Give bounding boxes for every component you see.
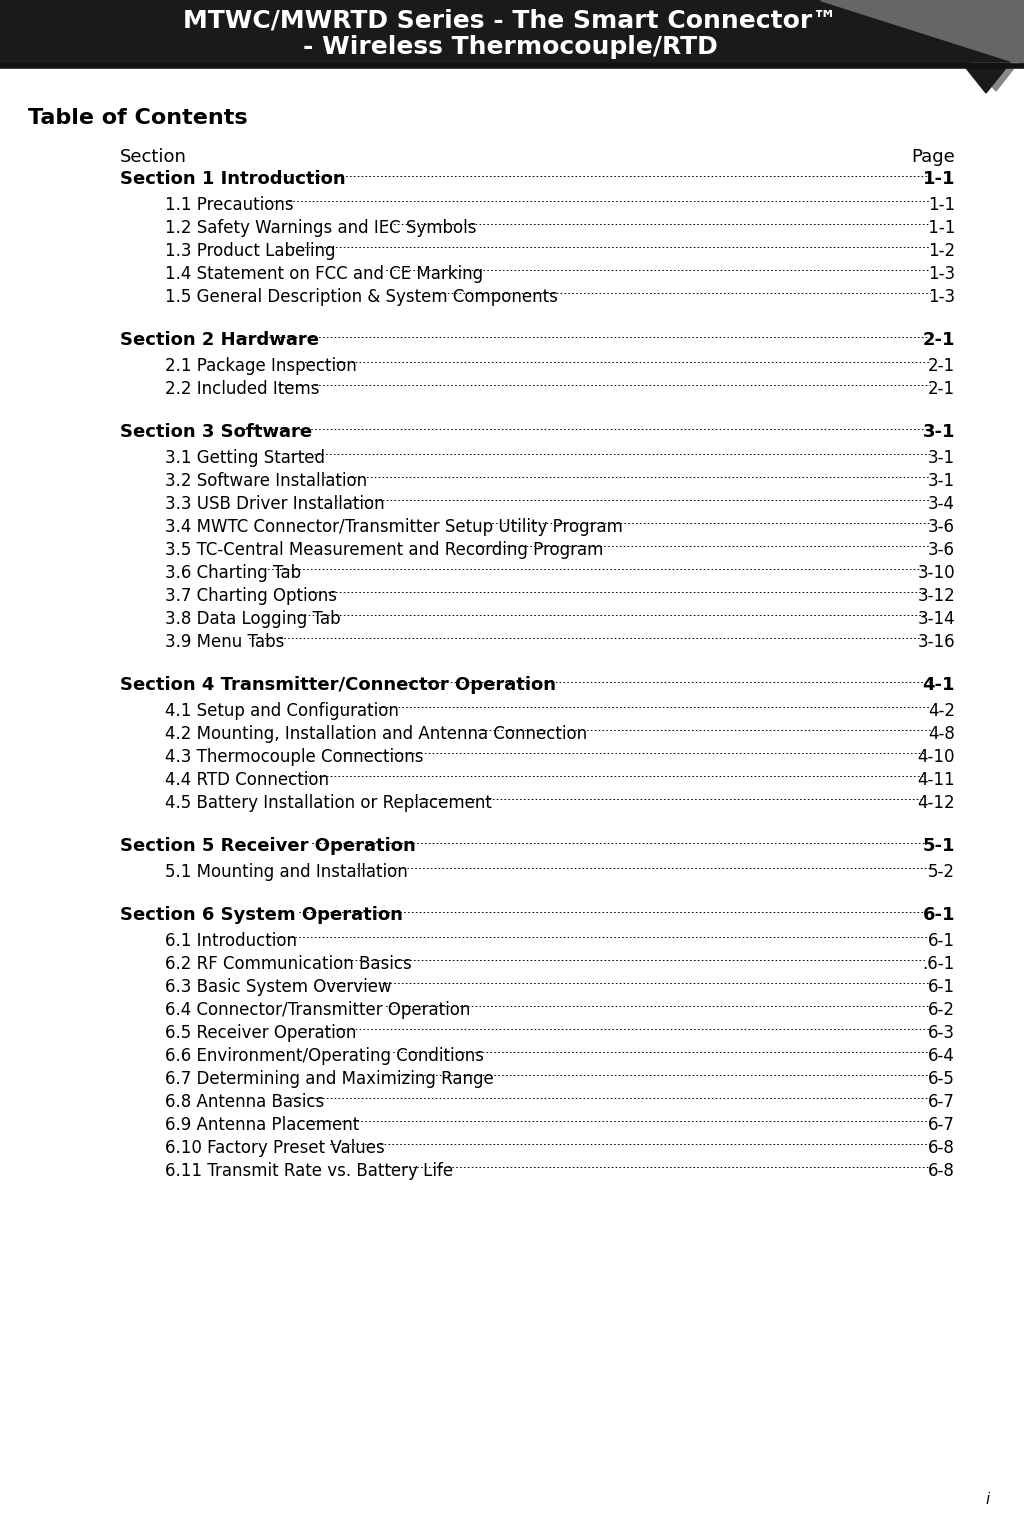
Text: 6.10 Factory Preset Values: 6.10 Factory Preset Values (165, 1139, 385, 1157)
Text: 6.4 Connector/Transmitter Operation: 6.4 Connector/Transmitter Operation (165, 1002, 470, 1019)
Text: 6-5: 6-5 (928, 1070, 955, 1089)
Text: 3.7 Charting Options: 3.7 Charting Options (165, 586, 337, 605)
Text: 1-1: 1-1 (928, 195, 955, 214)
Text: Section 3 Software: Section 3 Software (120, 423, 312, 441)
Text: 6-1: 6-1 (928, 931, 955, 950)
Text: 3-1: 3-1 (928, 449, 955, 467)
Text: 4-8: 4-8 (928, 725, 955, 744)
Text: 1-2: 1-2 (928, 241, 955, 260)
Text: 1.5 General Description & System Components: 1.5 General Description & System Compone… (165, 289, 558, 305)
Text: 1-1: 1-1 (923, 218, 955, 237)
Text: 4.1 Setup and Configuration: 4.1 Setup and Configuration (165, 702, 399, 721)
Text: 6-8: 6-8 (928, 1139, 955, 1157)
Text: 3.6 Charting Tab: 3.6 Charting Tab (165, 563, 301, 582)
Polygon shape (962, 63, 1010, 93)
Text: 3-6: 3-6 (928, 518, 955, 536)
Text: Page: Page (911, 148, 955, 166)
Text: 3.1 Getting Started: 3.1 Getting Started (165, 449, 325, 467)
Text: Section 2 Hardware: Section 2 Hardware (120, 331, 319, 350)
Text: 4.5 Battery Installation or Replacement: 4.5 Battery Installation or Replacement (165, 794, 492, 812)
Text: 2.2 Included Items: 2.2 Included Items (165, 380, 319, 399)
Text: 6-4: 6-4 (928, 1048, 955, 1064)
Text: 3-14: 3-14 (918, 609, 955, 628)
Text: 2.1 Package Inspection: 2.1 Package Inspection (165, 357, 356, 376)
Text: 3-1: 3-1 (923, 423, 955, 441)
Text: 3.2 Software Installation: 3.2 Software Installation (165, 472, 368, 490)
Text: 6-1: 6-1 (923, 906, 955, 924)
Text: 2-1: 2-1 (928, 380, 955, 399)
Text: 6-7: 6-7 (928, 1093, 955, 1112)
Text: Section: Section (120, 148, 186, 166)
Text: 6.2 RF Communication Basics: 6.2 RF Communication Basics (165, 954, 412, 973)
Text: 4.2 Mounting, Installation and Antenna Connection: 4.2 Mounting, Installation and Antenna C… (165, 725, 587, 744)
Text: 5-2: 5-2 (928, 863, 955, 881)
Text: 6-1: 6-1 (928, 977, 955, 996)
Text: MTWC/MWRTD Series - The Smart Connector™: MTWC/MWRTD Series - The Smart Connector™ (183, 9, 838, 32)
Text: 3.4 MWTC Connector/Transmitter Setup Utility Program: 3.4 MWTC Connector/Transmitter Setup Uti… (165, 518, 623, 536)
Text: 4-1: 4-1 (923, 676, 955, 693)
Text: 1.3 Product Labeling: 1.3 Product Labeling (165, 241, 336, 260)
Text: - Wireless Thermocouple/RTD: - Wireless Thermocouple/RTD (303, 35, 718, 60)
Text: 3-1: 3-1 (928, 472, 955, 490)
Text: 6-2: 6-2 (928, 1002, 955, 1019)
Text: 3.3 USB Driver Installation: 3.3 USB Driver Installation (165, 495, 385, 513)
Text: 2-1: 2-1 (923, 331, 955, 350)
Text: 4-2: 4-2 (928, 702, 955, 721)
Text: 6.1 Introduction: 6.1 Introduction (165, 931, 297, 950)
Text: 3-16: 3-16 (918, 634, 955, 651)
Text: 6.9 Antenna Placement: 6.9 Antenna Placement (165, 1116, 359, 1135)
Text: 3-12: 3-12 (918, 586, 955, 605)
Text: 3-4: 3-4 (928, 495, 955, 513)
Text: Section 5 Receiver Operation: Section 5 Receiver Operation (120, 837, 416, 855)
Text: 2-1: 2-1 (928, 357, 955, 376)
Text: 6.7 Determining and Maximizing Range: 6.7 Determining and Maximizing Range (165, 1070, 494, 1089)
Text: Section 1 Introduction: Section 1 Introduction (120, 169, 346, 188)
Text: 1-3: 1-3 (928, 266, 955, 282)
Text: 3.5 TC-Central Measurement and Recording Program: 3.5 TC-Central Measurement and Recording… (165, 541, 603, 559)
Text: Section 4 Transmitter/Connector Operation: Section 4 Transmitter/Connector Operatio… (120, 676, 556, 693)
Text: 3-6: 3-6 (928, 541, 955, 559)
Text: 5.1 Mounting and Installation: 5.1 Mounting and Installation (165, 863, 408, 881)
Text: 6-8: 6-8 (928, 1162, 955, 1180)
Text: 6.11 Transmit Rate vs. Battery Life: 6.11 Transmit Rate vs. Battery Life (165, 1162, 454, 1180)
Text: 6.5 Receiver Operation: 6.5 Receiver Operation (165, 1025, 356, 1041)
Text: 6.6 Environment/Operating Conditions: 6.6 Environment/Operating Conditions (165, 1048, 484, 1064)
Polygon shape (820, 0, 1024, 66)
Text: 4-10: 4-10 (918, 748, 955, 767)
Text: 5-1: 5-1 (923, 837, 955, 855)
Text: 6-7: 6-7 (928, 1116, 955, 1135)
Text: 6.3 Basic System Overview: 6.3 Basic System Overview (165, 977, 391, 996)
Bar (0, 0, 1024, 66)
Polygon shape (970, 63, 1018, 92)
Text: 1-1: 1-1 (923, 169, 955, 188)
Text: 3-10: 3-10 (918, 563, 955, 582)
Text: 3.9 Menu Tabs: 3.9 Menu Tabs (165, 634, 285, 651)
Text: 4-11: 4-11 (918, 771, 955, 789)
Text: 4.3 Thermocouple Connections: 4.3 Thermocouple Connections (165, 748, 424, 767)
Text: 6.8 Antenna Basics: 6.8 Antenna Basics (165, 1093, 325, 1112)
Text: 1.2 Safety Warnings and IEC Symbols: 1.2 Safety Warnings and IEC Symbols (165, 218, 476, 237)
Text: i: i (986, 1492, 990, 1507)
Text: 4.4 RTD Connection: 4.4 RTD Connection (165, 771, 329, 789)
Text: 3.8 Data Logging Tab: 3.8 Data Logging Tab (165, 609, 341, 628)
Text: 1.1 Precautions: 1.1 Precautions (165, 195, 294, 214)
Text: 1.4 Statement on FCC and CE Marking: 1.4 Statement on FCC and CE Marking (165, 266, 483, 282)
Text: 6-3: 6-3 (928, 1025, 955, 1041)
Text: .6-1: .6-1 (923, 954, 955, 973)
Text: 1-3: 1-3 (928, 289, 955, 305)
Text: Table of Contents: Table of Contents (28, 108, 248, 128)
Text: 4-12: 4-12 (918, 794, 955, 812)
Text: Section 6 System Operation: Section 6 System Operation (120, 906, 402, 924)
